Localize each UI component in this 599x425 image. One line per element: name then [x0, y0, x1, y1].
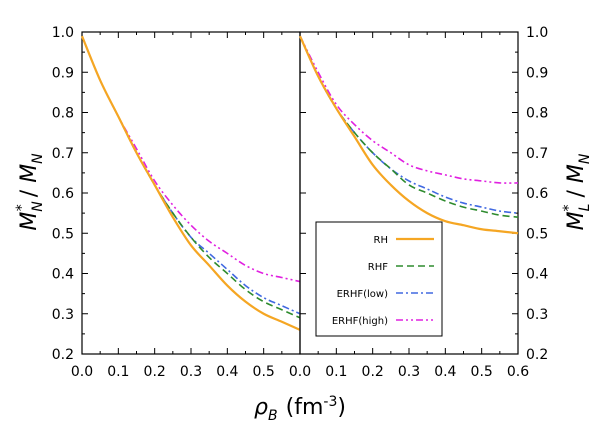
- x-tick-label: 0.0: [71, 364, 93, 380]
- x-tick-label: 0.1: [325, 364, 347, 380]
- y-tick-label-right: 0.8: [526, 106, 548, 122]
- x-tick-label: 0.1: [107, 364, 129, 380]
- x-axis-label-symbol: ρ: [254, 395, 268, 420]
- series-line-erhfhigh: [299, 35, 519, 184]
- y-tick-label-left: 1.0: [52, 25, 74, 41]
- x-tick-label: 0.5: [471, 364, 493, 380]
- y-left-label-base: M: [17, 212, 42, 231]
- y-tick-label-left: 0.2: [52, 347, 74, 363]
- y-tick-label-right: 0.9: [526, 65, 548, 81]
- y-left-label-sup: *: [14, 204, 30, 211]
- y-right-label-sup: *: [561, 205, 577, 212]
- y-tick-label-left: 0.4: [52, 267, 74, 283]
- y-right-label-sep: /: [564, 183, 589, 204]
- legend-label: RH: [374, 235, 388, 246]
- legend: RH RHF ERHF(low) ERHF(high): [315, 221, 443, 337]
- x-axis-label-subscript: B: [268, 408, 278, 424]
- y-tick-label-right: 0.5: [526, 226, 548, 242]
- legend-label: ERHF(low): [337, 289, 389, 300]
- x-tick-label: 0.3: [180, 364, 202, 380]
- legend-box: [315, 221, 443, 337]
- y-tick-label-left: 0.8: [52, 106, 74, 122]
- y-tick-label-right: 0.7: [526, 146, 548, 162]
- left-panel-frame: [81, 31, 301, 355]
- y-tick-label-left: 0.6: [52, 186, 74, 202]
- y-tick-label-left: 0.9: [52, 65, 74, 81]
- legend-label: RHF: [368, 262, 388, 273]
- y-left-label-sep: /: [17, 183, 42, 204]
- x-tick-label: 0.2: [144, 364, 166, 380]
- series-line-rhf: [81, 35, 301, 319]
- y-tick-label-right: 0.4: [526, 267, 548, 283]
- y-tick-label-right: 0.6: [526, 186, 548, 202]
- y-tick-label-left: 0.5: [52, 226, 74, 242]
- x-axis-label-exponent: -3: [323, 394, 337, 410]
- x-tick-label: 0.2: [362, 364, 384, 380]
- series-line-rh: [298, 35, 519, 235]
- x-tick-label: 0.4: [434, 364, 456, 380]
- y-right-label-base: M: [564, 211, 589, 230]
- left-panel: 0.0 0.1 0.2 0.3 0.4 0.5 0.2 0.3 0.4 0.5 0.6 0.7 0.8 0…: [52, 25, 301, 380]
- x-tick-label: 0.3: [398, 364, 420, 380]
- x-axis-label-unit: (fm: [286, 395, 324, 420]
- y-left-label-sub: N: [30, 201, 46, 212]
- x-tick-label: 0.5: [253, 364, 275, 380]
- legend-label: ERHF(high): [332, 316, 388, 327]
- y-axis-label-left: MN* / MN: [14, 153, 46, 231]
- x-tick-label: 0.4: [216, 364, 238, 380]
- series-line-rh: [80, 35, 301, 331]
- y-right-label-den-sub: N: [577, 153, 593, 164]
- y-left-label-den-sub: N: [30, 153, 46, 164]
- y-tick-label-right: 1.0: [526, 25, 548, 41]
- series-line-erhflow: [81, 35, 301, 315]
- y-right-label-den: M: [564, 164, 589, 183]
- x-axis-label-close: ): [337, 395, 346, 420]
- series-line-rhf: [299, 35, 519, 218]
- y-axis-label-right: ML* / MN: [561, 153, 593, 230]
- x-axis-label: ρB (fm-3): [254, 394, 346, 424]
- y-tick-label-right: 0.3: [526, 307, 548, 323]
- series-line-erhflow: [299, 35, 519, 214]
- right-panel: 0.0 0.1 0.2 0.3 0.4 0.5 0.60.20.30.40.50.60.70…: [289, 25, 548, 380]
- y-left-label-den: M: [17, 164, 42, 183]
- x-tick-label: 0.0: [289, 364, 311, 380]
- y-tick-label-left: 0.7: [52, 146, 74, 162]
- x-tick-label: 0.6: [507, 364, 529, 380]
- y-tick-label-right: 0.2: [526, 347, 548, 363]
- y-tick-label-left: 0.3: [52, 307, 74, 323]
- y-right-label-sub: L: [577, 204, 593, 212]
